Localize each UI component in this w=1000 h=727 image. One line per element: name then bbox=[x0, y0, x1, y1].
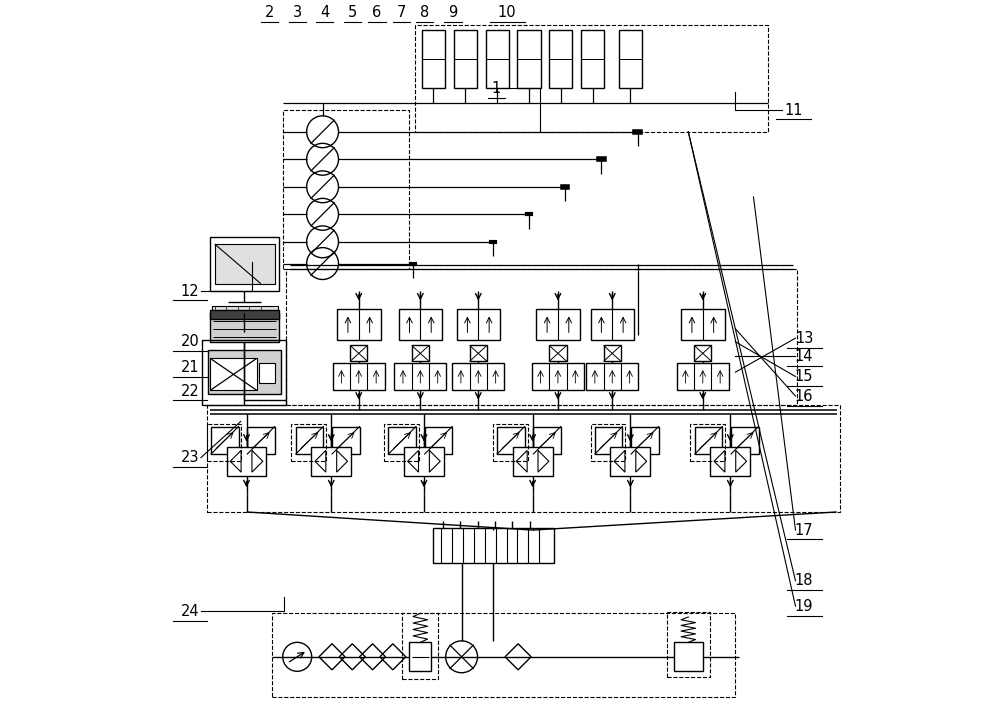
Bar bbox=[493, 424, 528, 461]
Text: 24: 24 bbox=[181, 603, 199, 619]
Text: 4: 4 bbox=[320, 5, 329, 20]
Bar bbox=[409, 643, 431, 671]
Bar bbox=[667, 612, 710, 677]
Bar bbox=[210, 358, 257, 390]
Bar bbox=[604, 345, 621, 361]
Text: 8: 8 bbox=[420, 5, 429, 20]
Bar bbox=[291, 424, 326, 461]
Text: 11: 11 bbox=[784, 103, 803, 118]
Bar bbox=[394, 363, 446, 390]
Bar bbox=[694, 345, 711, 361]
Bar bbox=[677, 363, 729, 390]
Bar bbox=[591, 424, 625, 461]
Bar bbox=[674, 643, 703, 671]
Bar bbox=[586, 363, 638, 390]
Bar bbox=[311, 447, 351, 475]
Bar bbox=[384, 424, 419, 461]
Bar bbox=[631, 427, 659, 454]
Text: 13: 13 bbox=[795, 331, 813, 345]
Bar bbox=[470, 345, 487, 361]
Bar bbox=[536, 309, 580, 340]
Bar bbox=[454, 31, 477, 88]
Bar bbox=[259, 363, 275, 383]
Bar bbox=[422, 31, 445, 88]
Text: 19: 19 bbox=[795, 598, 813, 614]
Bar bbox=[710, 447, 750, 475]
Text: 16: 16 bbox=[795, 389, 813, 403]
Bar bbox=[350, 345, 367, 361]
Bar bbox=[212, 305, 278, 314]
Bar bbox=[202, 340, 286, 405]
Bar bbox=[591, 309, 634, 340]
Bar bbox=[210, 310, 279, 318]
Bar bbox=[695, 427, 722, 454]
Bar bbox=[399, 309, 442, 340]
Bar bbox=[619, 31, 642, 88]
Bar bbox=[412, 345, 429, 361]
Text: 18: 18 bbox=[795, 574, 813, 588]
Text: 9: 9 bbox=[448, 5, 458, 20]
Bar bbox=[610, 447, 650, 475]
Text: 5: 5 bbox=[348, 5, 357, 20]
Bar bbox=[247, 427, 275, 454]
Bar bbox=[549, 345, 567, 361]
Bar bbox=[207, 424, 241, 461]
Bar bbox=[433, 528, 554, 563]
Bar bbox=[533, 427, 561, 454]
Text: 10: 10 bbox=[498, 5, 517, 20]
Bar bbox=[681, 309, 725, 340]
Bar bbox=[333, 363, 385, 390]
Bar bbox=[513, 447, 553, 475]
Bar bbox=[690, 424, 725, 461]
Bar bbox=[208, 350, 281, 394]
Bar bbox=[549, 31, 572, 88]
Bar bbox=[425, 427, 452, 454]
Bar bbox=[457, 309, 500, 340]
Bar bbox=[595, 427, 622, 454]
Text: 12: 12 bbox=[181, 284, 199, 299]
Bar bbox=[272, 614, 735, 696]
Bar bbox=[486, 31, 509, 88]
Bar bbox=[452, 363, 504, 390]
Bar bbox=[402, 614, 438, 678]
Bar bbox=[211, 427, 239, 454]
Bar bbox=[283, 110, 409, 269]
Text: 7: 7 bbox=[397, 5, 406, 20]
Bar bbox=[207, 405, 840, 512]
Bar bbox=[497, 427, 525, 454]
Text: 1: 1 bbox=[492, 81, 501, 96]
Bar bbox=[415, 25, 768, 132]
Text: 14: 14 bbox=[795, 349, 813, 364]
Bar bbox=[296, 427, 323, 454]
Bar bbox=[210, 313, 279, 342]
Text: 22: 22 bbox=[181, 384, 199, 398]
Text: 20: 20 bbox=[181, 334, 199, 349]
Bar bbox=[388, 427, 416, 454]
Bar bbox=[227, 447, 266, 475]
Bar bbox=[337, 309, 381, 340]
Text: 2: 2 bbox=[265, 5, 274, 20]
Text: 3: 3 bbox=[293, 5, 302, 20]
Bar bbox=[731, 427, 759, 454]
Bar bbox=[517, 31, 541, 88]
Text: 21: 21 bbox=[181, 360, 199, 374]
Bar bbox=[286, 269, 797, 405]
Text: 17: 17 bbox=[795, 523, 813, 537]
Bar bbox=[215, 244, 275, 284]
Bar bbox=[332, 427, 360, 454]
Bar bbox=[210, 237, 279, 291]
Bar bbox=[532, 363, 584, 390]
Text: 23: 23 bbox=[181, 450, 199, 465]
Bar bbox=[404, 447, 444, 475]
Text: 15: 15 bbox=[795, 369, 813, 384]
Bar bbox=[581, 31, 604, 88]
Text: 6: 6 bbox=[372, 5, 382, 20]
